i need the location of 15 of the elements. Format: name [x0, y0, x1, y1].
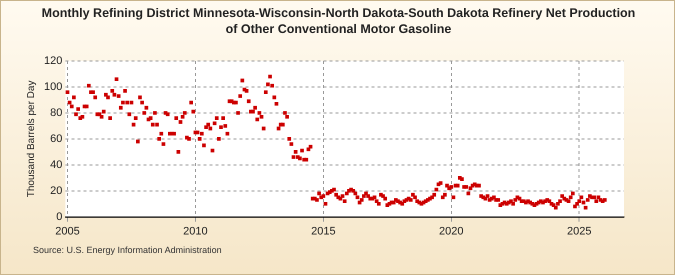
- x-tick-label: 2020: [439, 225, 464, 238]
- x-tick-label: 2010: [183, 225, 208, 238]
- chart-title: Monthly Refining District Minnesota-Wisconsin-North Dakota-South Dakota Refinery Net Production of Other Conventional Motor Gasoline: [41, 5, 636, 37]
- y-tick-label: 100: [44, 81, 62, 93]
- x-tick-label: 2005: [55, 225, 80, 238]
- y-tick-label: 80: [50, 106, 62, 119]
- y-tick-label: 60: [50, 132, 62, 145]
- x-tick-label: 2025: [566, 225, 592, 238]
- y-tick-label: 20: [50, 184, 62, 197]
- y-tick-label: 120: [44, 55, 62, 68]
- y-tick-label: 0: [56, 210, 62, 223]
- y-tick-label: 40: [50, 158, 62, 171]
- source-note: Source: U.S. Energy Information Administration: [33, 245, 222, 255]
- x-tick-label: 2015: [311, 225, 336, 238]
- y-axis-title: Thousand Barrels per Day: [26, 80, 37, 198]
